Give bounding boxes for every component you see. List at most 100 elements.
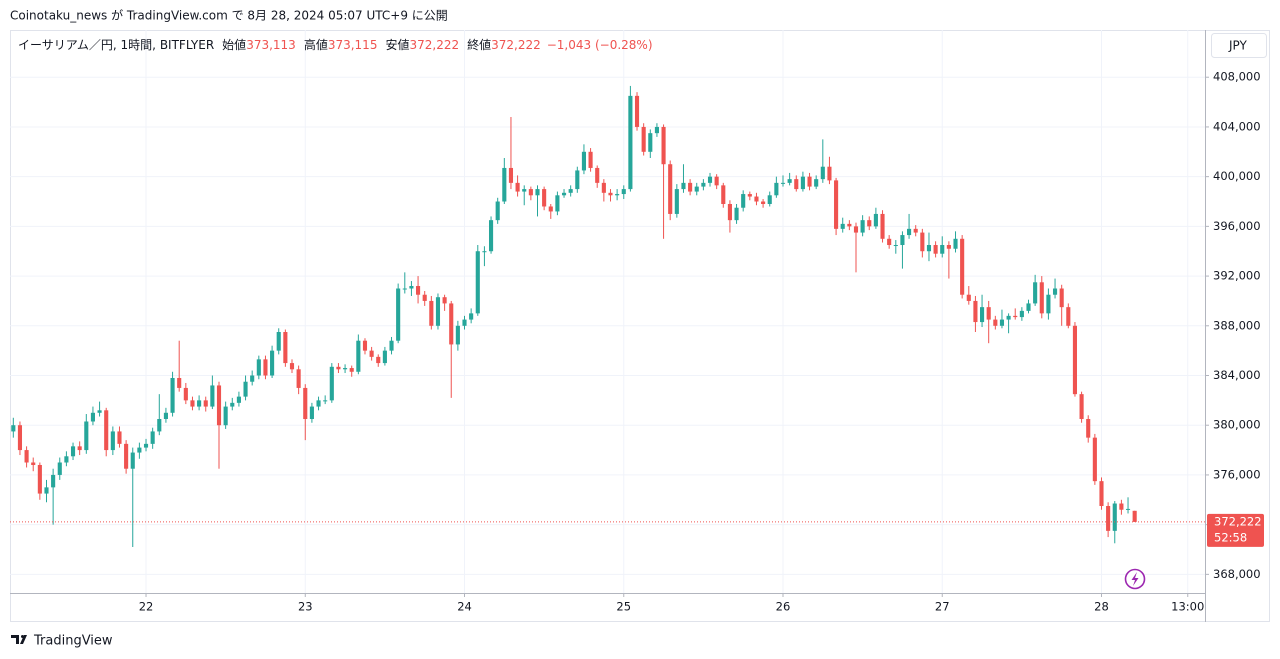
candle-body [654, 126, 659, 134]
candle-body [1086, 419, 1091, 438]
candle-body [701, 182, 706, 187]
candle-body [568, 189, 573, 193]
candle-body [1026, 303, 1031, 311]
candle-body [814, 179, 819, 187]
candle-body [157, 419, 162, 432]
candle-body [44, 487, 49, 494]
candle-body [369, 350, 374, 357]
last-price-label: 372,222 [1214, 514, 1262, 528]
candle-body [329, 366, 334, 401]
legend-value: 372,222 [491, 38, 541, 52]
candle-body [230, 402, 235, 407]
footer-logo [11, 635, 27, 644]
candle-body [1052, 288, 1058, 295]
y-tick-label: 400,000 [1213, 169, 1261, 183]
candle-body [84, 421, 89, 451]
candle-body [150, 431, 155, 444]
candle-body [263, 359, 268, 376]
candle-body [820, 166, 825, 180]
candle-body [183, 387, 188, 401]
candle-body [402, 288, 407, 290]
candle-body [555, 195, 560, 212]
candle-body [57, 462, 62, 475]
x-tick-label: 24 [457, 600, 472, 614]
candle-body [688, 182, 693, 192]
candle-body [177, 377, 182, 388]
candle-body [442, 297, 447, 304]
y-tick-label: 404,000 [1213, 119, 1261, 133]
candle-body [356, 340, 361, 372]
currency[interactable]: JPY [1228, 39, 1248, 53]
candle-body [216, 385, 222, 426]
candle-body [714, 176, 719, 186]
candle-body [70, 446, 76, 457]
candle-body [1006, 315, 1011, 320]
candle-body [867, 220, 872, 227]
candle-body [681, 182, 686, 190]
candle-body [90, 412, 95, 422]
candle-body [210, 385, 215, 407]
header: Coinotaku_news が TradingView.com で 8月 28… [10, 8, 448, 23]
candle-body [1039, 282, 1044, 314]
candle-body [827, 166, 832, 181]
candle-body [807, 176, 812, 187]
x-tick-label: 23 [298, 600, 313, 614]
legend-label: 始値 [222, 37, 246, 52]
candles [11, 85, 1137, 548]
candle-body [973, 300, 978, 323]
candle-body [362, 340, 368, 351]
candle-body [296, 369, 301, 388]
candle-body [110, 431, 115, 451]
candle-body [163, 412, 168, 420]
alert-icon[interactable] [1124, 568, 1146, 590]
candle-body [382, 350, 387, 364]
candle-body [323, 400, 328, 402]
candle-body [289, 363, 295, 370]
grid [10, 30, 1205, 593]
candle-body [641, 126, 646, 152]
candle-body [787, 179, 792, 183]
candle-body [515, 182, 520, 192]
candle-body [389, 340, 394, 351]
candle-body [455, 325, 460, 345]
candle-body [435, 297, 441, 326]
candle-body [707, 176, 713, 183]
currency-button[interactable] [1211, 33, 1267, 58]
candle-body [999, 319, 1005, 326]
candle-body [694, 186, 699, 192]
candle-body [51, 474, 56, 488]
candle-body [601, 182, 606, 193]
candle-body [993, 319, 998, 326]
candle-body [1013, 315, 1018, 318]
candle-body [270, 350, 275, 376]
candle-body [940, 245, 945, 254]
candle-body [608, 192, 613, 196]
candle-body [907, 228, 912, 236]
candle-body [24, 450, 29, 463]
candle-body [561, 192, 567, 196]
candle-body [283, 332, 288, 364]
y-tick-label: 384,000 [1213, 368, 1261, 382]
candle-body [469, 313, 474, 320]
candle-body [316, 400, 321, 407]
candle-body [508, 167, 514, 183]
candle-body [747, 194, 752, 197]
candle-body [1059, 288, 1064, 308]
candle-body [761, 201, 766, 204]
candle-body [422, 294, 427, 301]
candle-body [303, 387, 308, 420]
candle-body [980, 307, 985, 323]
candle-body [64, 456, 69, 463]
candle-body [734, 207, 739, 221]
candle-body [276, 332, 281, 351]
candle-body [853, 226, 859, 233]
legend-label: 高値 [304, 37, 328, 52]
candle-body [615, 194, 620, 196]
candle-body [482, 251, 487, 253]
candle-body [900, 235, 905, 246]
candle-body [104, 410, 109, 451]
candle-body [1046, 294, 1051, 314]
candle-body [581, 151, 587, 171]
